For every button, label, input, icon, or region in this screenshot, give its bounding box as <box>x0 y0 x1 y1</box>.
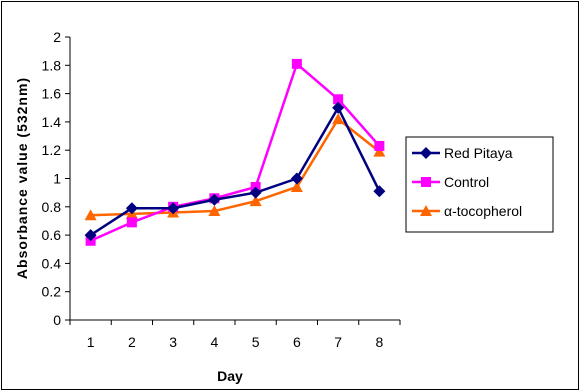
data-point-control <box>291 58 302 69</box>
legend-marker <box>421 177 431 187</box>
legend-label: α-tocopherol <box>444 203 522 219</box>
series-tocopherol <box>84 113 386 221</box>
legend-marker <box>420 147 432 159</box>
x-tick-label: 7 <box>334 334 342 350</box>
legend-marker <box>420 205 432 216</box>
data-point-red-pitaya <box>167 202 180 215</box>
y-tick-label: 1.6 <box>42 86 62 102</box>
chart-axes <box>65 36 401 325</box>
series-layer <box>84 58 386 246</box>
x-tick-label: 1 <box>87 334 95 350</box>
x-axis-title: Day <box>217 368 243 384</box>
y-tick-label: 1.8 <box>42 57 62 73</box>
series-red-pitaya <box>84 101 386 242</box>
data-point-tocopherol <box>208 205 221 217</box>
x-tick-label: 3 <box>169 334 177 350</box>
legend-item-tocopherol: α-tocopherol <box>412 203 522 219</box>
y-tick-label: 0.4 <box>42 255 62 271</box>
x-tick-label: 2 <box>128 334 136 350</box>
x-tick-label: 6 <box>293 334 301 350</box>
data-point-tocopherol <box>373 145 386 157</box>
legend-item-red-pitaya: Red Pitaya <box>412 145 513 161</box>
series-line-tocopherol <box>90 117 381 217</box>
y-tick-label: 0.6 <box>42 227 62 243</box>
legend-label: Red Pitaya <box>444 145 513 161</box>
series-line-red-pitaya <box>89 105 381 237</box>
y-tick-label: 0 <box>53 312 61 328</box>
series-line-control <box>90 61 381 242</box>
legend-label: Control <box>444 174 489 190</box>
data-point-red-pitaya <box>125 202 138 215</box>
x-tick-label: 4 <box>210 334 218 350</box>
y-tick-label: 1.4 <box>42 114 62 130</box>
data-point-red-pitaya <box>373 185 386 198</box>
data-point-control <box>333 94 344 105</box>
data-point-control <box>126 217 137 228</box>
data-point-tocopherol <box>290 180 303 192</box>
y-tick-label: 1.2 <box>42 142 62 158</box>
legend-item-control: Control <box>412 174 489 190</box>
data-point-tocopherol <box>84 209 97 221</box>
y-tick-labels: 0 0.2 0.4 0.6 0.8 1 1.2 1.4 1.6 1.8 2 <box>42 29 62 328</box>
y-tick-label: 2 <box>53 29 61 45</box>
y-axis-title: Absorbance value (532nm) <box>14 77 30 279</box>
data-point-tocopherol <box>249 195 262 207</box>
data-point-red-pitaya <box>249 186 262 199</box>
x-tick-label: 8 <box>375 334 383 350</box>
data-point-red-pitaya <box>290 172 303 185</box>
x-tick-label: 5 <box>252 334 260 350</box>
y-tick-label: 0.2 <box>42 284 62 300</box>
y-tick-label: 1 <box>53 171 61 187</box>
legend: Red Pitaya Control α-tocopherol <box>412 145 522 219</box>
data-point-control <box>374 140 385 151</box>
data-point-red-pitaya <box>208 193 221 206</box>
series-control <box>85 58 385 246</box>
y-tick-label: 0.8 <box>42 199 62 215</box>
data-point-red-pitaya <box>332 101 345 114</box>
data-point-red-pitaya <box>84 229 97 242</box>
data-point-tocopherol <box>332 113 345 125</box>
x-tick-labels: 1 2 3 4 5 6 7 8 <box>87 334 384 350</box>
